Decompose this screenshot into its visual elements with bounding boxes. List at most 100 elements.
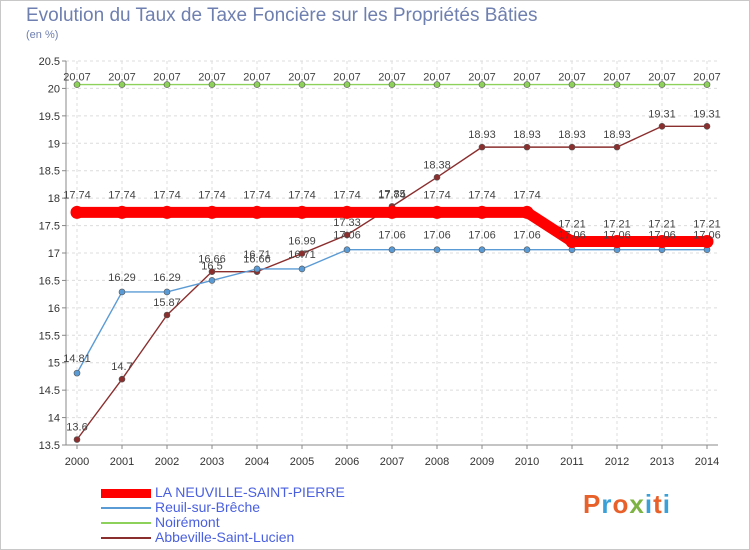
y-tick-label: 14.5 (39, 385, 60, 397)
chart-legend: LA NEUVILLE-SAINT-PIERRE Reuil-sur-Brêche… (101, 485, 401, 545)
y-tick-label: 20.5 (39, 56, 60, 68)
legend-item: Reuil-sur-Brêche (101, 500, 401, 515)
data-point (163, 311, 171, 319)
data-point (73, 369, 81, 377)
logo-letter: i (662, 489, 671, 519)
data-point (430, 205, 444, 219)
y-tick-label: 15.5 (39, 330, 60, 342)
proxiti-logo: Proxiti (583, 489, 671, 520)
data-point (523, 81, 531, 88)
data-point (523, 143, 531, 151)
data-point (523, 246, 531, 254)
data-label: 17.21 (648, 218, 676, 230)
data-point (478, 246, 486, 254)
data-label: 15.87 (153, 297, 181, 309)
data-point (700, 234, 714, 248)
data-label: 17.21 (603, 218, 631, 230)
logo-letter: t (653, 489, 663, 519)
x-tick-label: 2007 (380, 456, 404, 468)
data-label: 20.07 (378, 72, 406, 84)
data-label: 17.06 (603, 230, 631, 242)
legend-label: Noirémont (155, 514, 220, 530)
data-label: 20.07 (153, 72, 181, 84)
data-point (565, 234, 579, 248)
chart-title: Evolution du Taux de Taxe Foncière sur l… (26, 5, 538, 26)
chart-unit-label: (en %) (26, 29, 59, 41)
data-point (658, 81, 666, 88)
data-label: 20.07 (558, 72, 586, 84)
data-point (73, 81, 81, 88)
data-label: 20.07 (468, 72, 496, 84)
data-label: 16.29 (108, 272, 136, 284)
data-label: 16.99 (288, 236, 316, 248)
data-label: 17.06 (558, 230, 586, 242)
data-point (160, 205, 174, 219)
legend-swatch (101, 507, 151, 509)
x-tick-label: 2009 (470, 456, 494, 468)
legend-swatch (101, 522, 151, 524)
data-point (613, 81, 621, 88)
data-point (613, 143, 621, 151)
x-tick-label: 2014 (695, 456, 719, 468)
data-label: 18.93 (468, 129, 496, 141)
data-label: 18.93 (558, 129, 586, 141)
data-point (163, 288, 171, 296)
data-point (70, 205, 84, 219)
data-label: 16.66 (243, 254, 271, 266)
data-point (118, 375, 126, 383)
data-point (118, 288, 126, 296)
data-label: 19.31 (648, 108, 676, 120)
data-label: 16.5 (201, 260, 222, 272)
data-label: 17.74 (153, 189, 181, 201)
data-label: 20.07 (63, 72, 91, 84)
x-tick-label: 2003 (200, 456, 224, 468)
y-tick-label: 17.5 (39, 221, 60, 233)
data-label: 17.74 (423, 189, 451, 201)
data-point (475, 205, 489, 219)
data-point (703, 122, 711, 130)
legend-item: Abbeville-Saint-Lucien (101, 530, 401, 545)
x-tick-label: 2001 (110, 456, 134, 468)
y-tick-label: 19.5 (39, 111, 60, 123)
logo-letter: P (583, 489, 602, 519)
data-label: 17.06 (333, 230, 361, 242)
data-label: 14.7 (111, 361, 132, 373)
data-point (298, 81, 306, 88)
data-point (658, 122, 666, 130)
y-tick-label: 18.5 (39, 166, 60, 178)
data-point (298, 250, 306, 257)
data-point (208, 277, 216, 284)
data-point (433, 246, 441, 254)
data-label: 17.74 (288, 189, 316, 201)
data-label: 14.81 (63, 353, 91, 365)
legend-label: Reuil-sur-Brêche (155, 499, 261, 515)
y-tick-label: 18 (48, 193, 60, 205)
data-label: 17.06 (648, 230, 676, 242)
x-tick-label: 2000 (65, 456, 89, 468)
data-point (655, 234, 669, 248)
data-point (115, 205, 129, 219)
data-label: 20.07 (288, 72, 316, 84)
y-tick-label: 16.5 (39, 275, 60, 287)
data-point (208, 81, 216, 88)
data-label: 17.21 (558, 218, 586, 230)
data-point (478, 81, 486, 88)
data-label: 20.07 (108, 72, 136, 84)
data-point (388, 246, 396, 254)
data-label: 18.93 (603, 129, 631, 141)
data-point (205, 205, 219, 219)
data-label: 17.06 (378, 230, 406, 242)
data-point (478, 143, 486, 151)
y-tick-label: 17 (48, 248, 60, 260)
data-label: 20.07 (513, 72, 541, 84)
data-label: 20.07 (333, 72, 361, 84)
data-point (253, 265, 261, 273)
data-point (610, 234, 624, 248)
legend-label: LA NEUVILLE-SAINT-PIERRE (155, 484, 345, 500)
x-tick-label: 2006 (335, 456, 359, 468)
data-point (343, 81, 351, 88)
data-label: 18.38 (423, 159, 451, 171)
data-label: 20.07 (243, 72, 271, 84)
data-point (388, 81, 396, 88)
y-tick-label: 20 (48, 83, 60, 95)
